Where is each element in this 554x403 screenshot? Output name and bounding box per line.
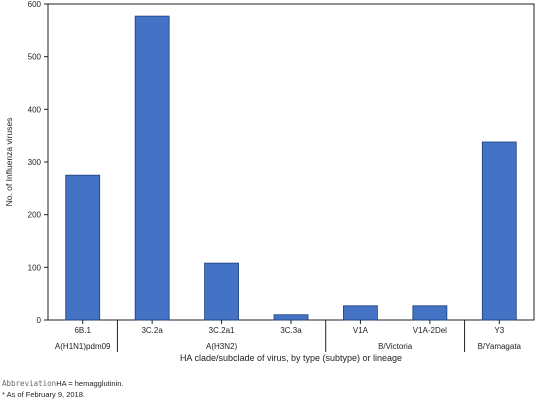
bar-V1A-2Del: [412, 305, 448, 321]
x-tick-label: V1A: [353, 326, 369, 335]
abbreviation-text: HA = hemagglutinin.: [56, 379, 124, 388]
x-tick-label: 3C.2a: [141, 326, 163, 335]
y-tick-label: 600: [28, 0, 42, 9]
y-tick-label: 400: [28, 105, 42, 114]
y-tick-label: 0: [37, 316, 42, 325]
x-tick-label: V1A-2Del: [413, 326, 447, 335]
x-axis-label: HA clade/subclade of virus, by type (sub…: [180, 353, 402, 363]
abbreviation-footnote: AbbreviationHA = hemagglutinin.: [2, 379, 124, 388]
bar-3C.2a: [134, 15, 170, 321]
date-footnote: * As of February 9, 2018.: [2, 390, 85, 399]
y-tick-label: 100: [28, 263, 42, 272]
y-axis-label: No. of Influenza viruses: [4, 118, 14, 207]
bar-3C.2a1: [204, 262, 239, 321]
x-tick-label: 6B.1: [74, 326, 91, 335]
bar-Y3: [481, 141, 517, 321]
abbreviation-tag: Abbreviation: [2, 379, 57, 388]
x-tick-label: Y3: [494, 326, 504, 335]
bar-V1A: [343, 305, 378, 321]
y-tick-label: 200: [28, 211, 42, 220]
plot-frame: [47, 3, 535, 321]
y-tick-label: 500: [28, 53, 42, 62]
group-label: B/Yamagata: [478, 342, 522, 351]
group-label: A(H3N2): [206, 342, 237, 351]
x-tick-label: 3C.2a1: [209, 326, 235, 335]
bar-3C.3a: [273, 314, 309, 321]
bar-6B.1: [65, 174, 101, 321]
x-tick-label: 3C.3a: [280, 326, 302, 335]
group-label: A(H1N1)pdm09: [55, 342, 111, 351]
y-tick-label: 300: [28, 158, 42, 167]
group-label: B/Victoria: [378, 342, 413, 351]
